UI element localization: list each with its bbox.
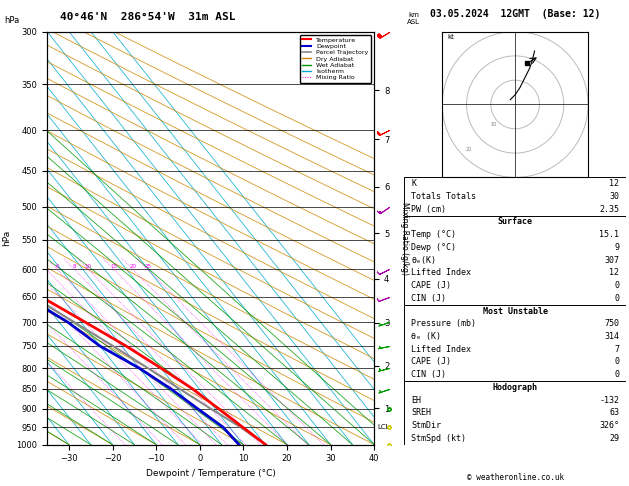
- Text: 9: 9: [614, 243, 619, 252]
- Text: 12: 12: [610, 179, 619, 188]
- Text: CAPE (J): CAPE (J): [411, 281, 451, 290]
- Text: 12: 12: [610, 268, 619, 278]
- Text: Dewp (°C): Dewp (°C): [411, 243, 456, 252]
- Y-axis label: hPa: hPa: [2, 230, 11, 246]
- Text: 30: 30: [610, 192, 619, 201]
- Text: 0: 0: [614, 358, 619, 366]
- Legend: Temperature, Dewpoint, Parcel Trajectory, Dry Adiabat, Wet Adiabat, Isotherm, Mi: Temperature, Dewpoint, Parcel Trajectory…: [299, 35, 371, 83]
- Text: StmDir: StmDir: [411, 421, 441, 430]
- Text: kt: kt: [447, 34, 454, 40]
- Text: 0: 0: [614, 281, 619, 290]
- Text: © weatheronline.co.uk: © weatheronline.co.uk: [467, 473, 564, 482]
- Text: 63: 63: [610, 408, 619, 417]
- Text: θₑ(K): θₑ(K): [411, 256, 436, 264]
- Text: CIN (J): CIN (J): [411, 294, 446, 303]
- Text: 307: 307: [604, 256, 619, 264]
- Text: CIN (J): CIN (J): [411, 370, 446, 379]
- Text: 2.35: 2.35: [599, 205, 619, 214]
- Text: StmSpd (kt): StmSpd (kt): [411, 434, 466, 443]
- Text: 326°: 326°: [599, 421, 619, 430]
- Text: LCL: LCL: [377, 424, 389, 430]
- Text: 15.1: 15.1: [599, 230, 619, 239]
- Text: K: K: [411, 179, 416, 188]
- Text: 10: 10: [490, 122, 496, 127]
- Text: km
ASL: km ASL: [407, 13, 420, 25]
- Text: 25: 25: [144, 264, 151, 269]
- Text: 6: 6: [55, 264, 59, 269]
- Text: 15: 15: [111, 264, 118, 269]
- Text: EH: EH: [411, 396, 421, 405]
- Text: PW (cm): PW (cm): [411, 205, 446, 214]
- Text: θₑ (K): θₑ (K): [411, 332, 441, 341]
- Text: Most Unstable: Most Unstable: [482, 307, 548, 315]
- Text: 314: 314: [604, 332, 619, 341]
- Text: 7: 7: [614, 345, 619, 354]
- Text: Hodograph: Hodograph: [493, 383, 538, 392]
- Text: 10: 10: [85, 264, 92, 269]
- Text: SREH: SREH: [411, 408, 431, 417]
- Text: 03.05.2024  12GMT  (Base: 12): 03.05.2024 12GMT (Base: 12): [430, 9, 600, 19]
- Text: hPa: hPa: [4, 17, 20, 25]
- Text: Lifted Index: Lifted Index: [411, 345, 471, 354]
- Y-axis label: Mixing Ratio (g/kg): Mixing Ratio (g/kg): [401, 202, 409, 275]
- Text: 40°46'N  286°54'W  31m ASL: 40°46'N 286°54'W 31m ASL: [60, 12, 235, 22]
- Text: 0: 0: [614, 370, 619, 379]
- X-axis label: Dewpoint / Temperature (°C): Dewpoint / Temperature (°C): [146, 469, 276, 478]
- Text: 29: 29: [610, 434, 619, 443]
- Text: Totals Totals: Totals Totals: [411, 192, 476, 201]
- Text: Temp (°C): Temp (°C): [411, 230, 456, 239]
- Text: 8: 8: [73, 264, 76, 269]
- Text: 0: 0: [614, 294, 619, 303]
- Text: 750: 750: [604, 319, 619, 328]
- Text: Lifted Index: Lifted Index: [411, 268, 471, 278]
- Text: Surface: Surface: [498, 217, 533, 226]
- Text: 20: 20: [129, 264, 136, 269]
- Text: -132: -132: [599, 396, 619, 405]
- Text: CAPE (J): CAPE (J): [411, 358, 451, 366]
- Text: Pressure (mb): Pressure (mb): [411, 319, 476, 328]
- Text: 20: 20: [466, 147, 472, 152]
